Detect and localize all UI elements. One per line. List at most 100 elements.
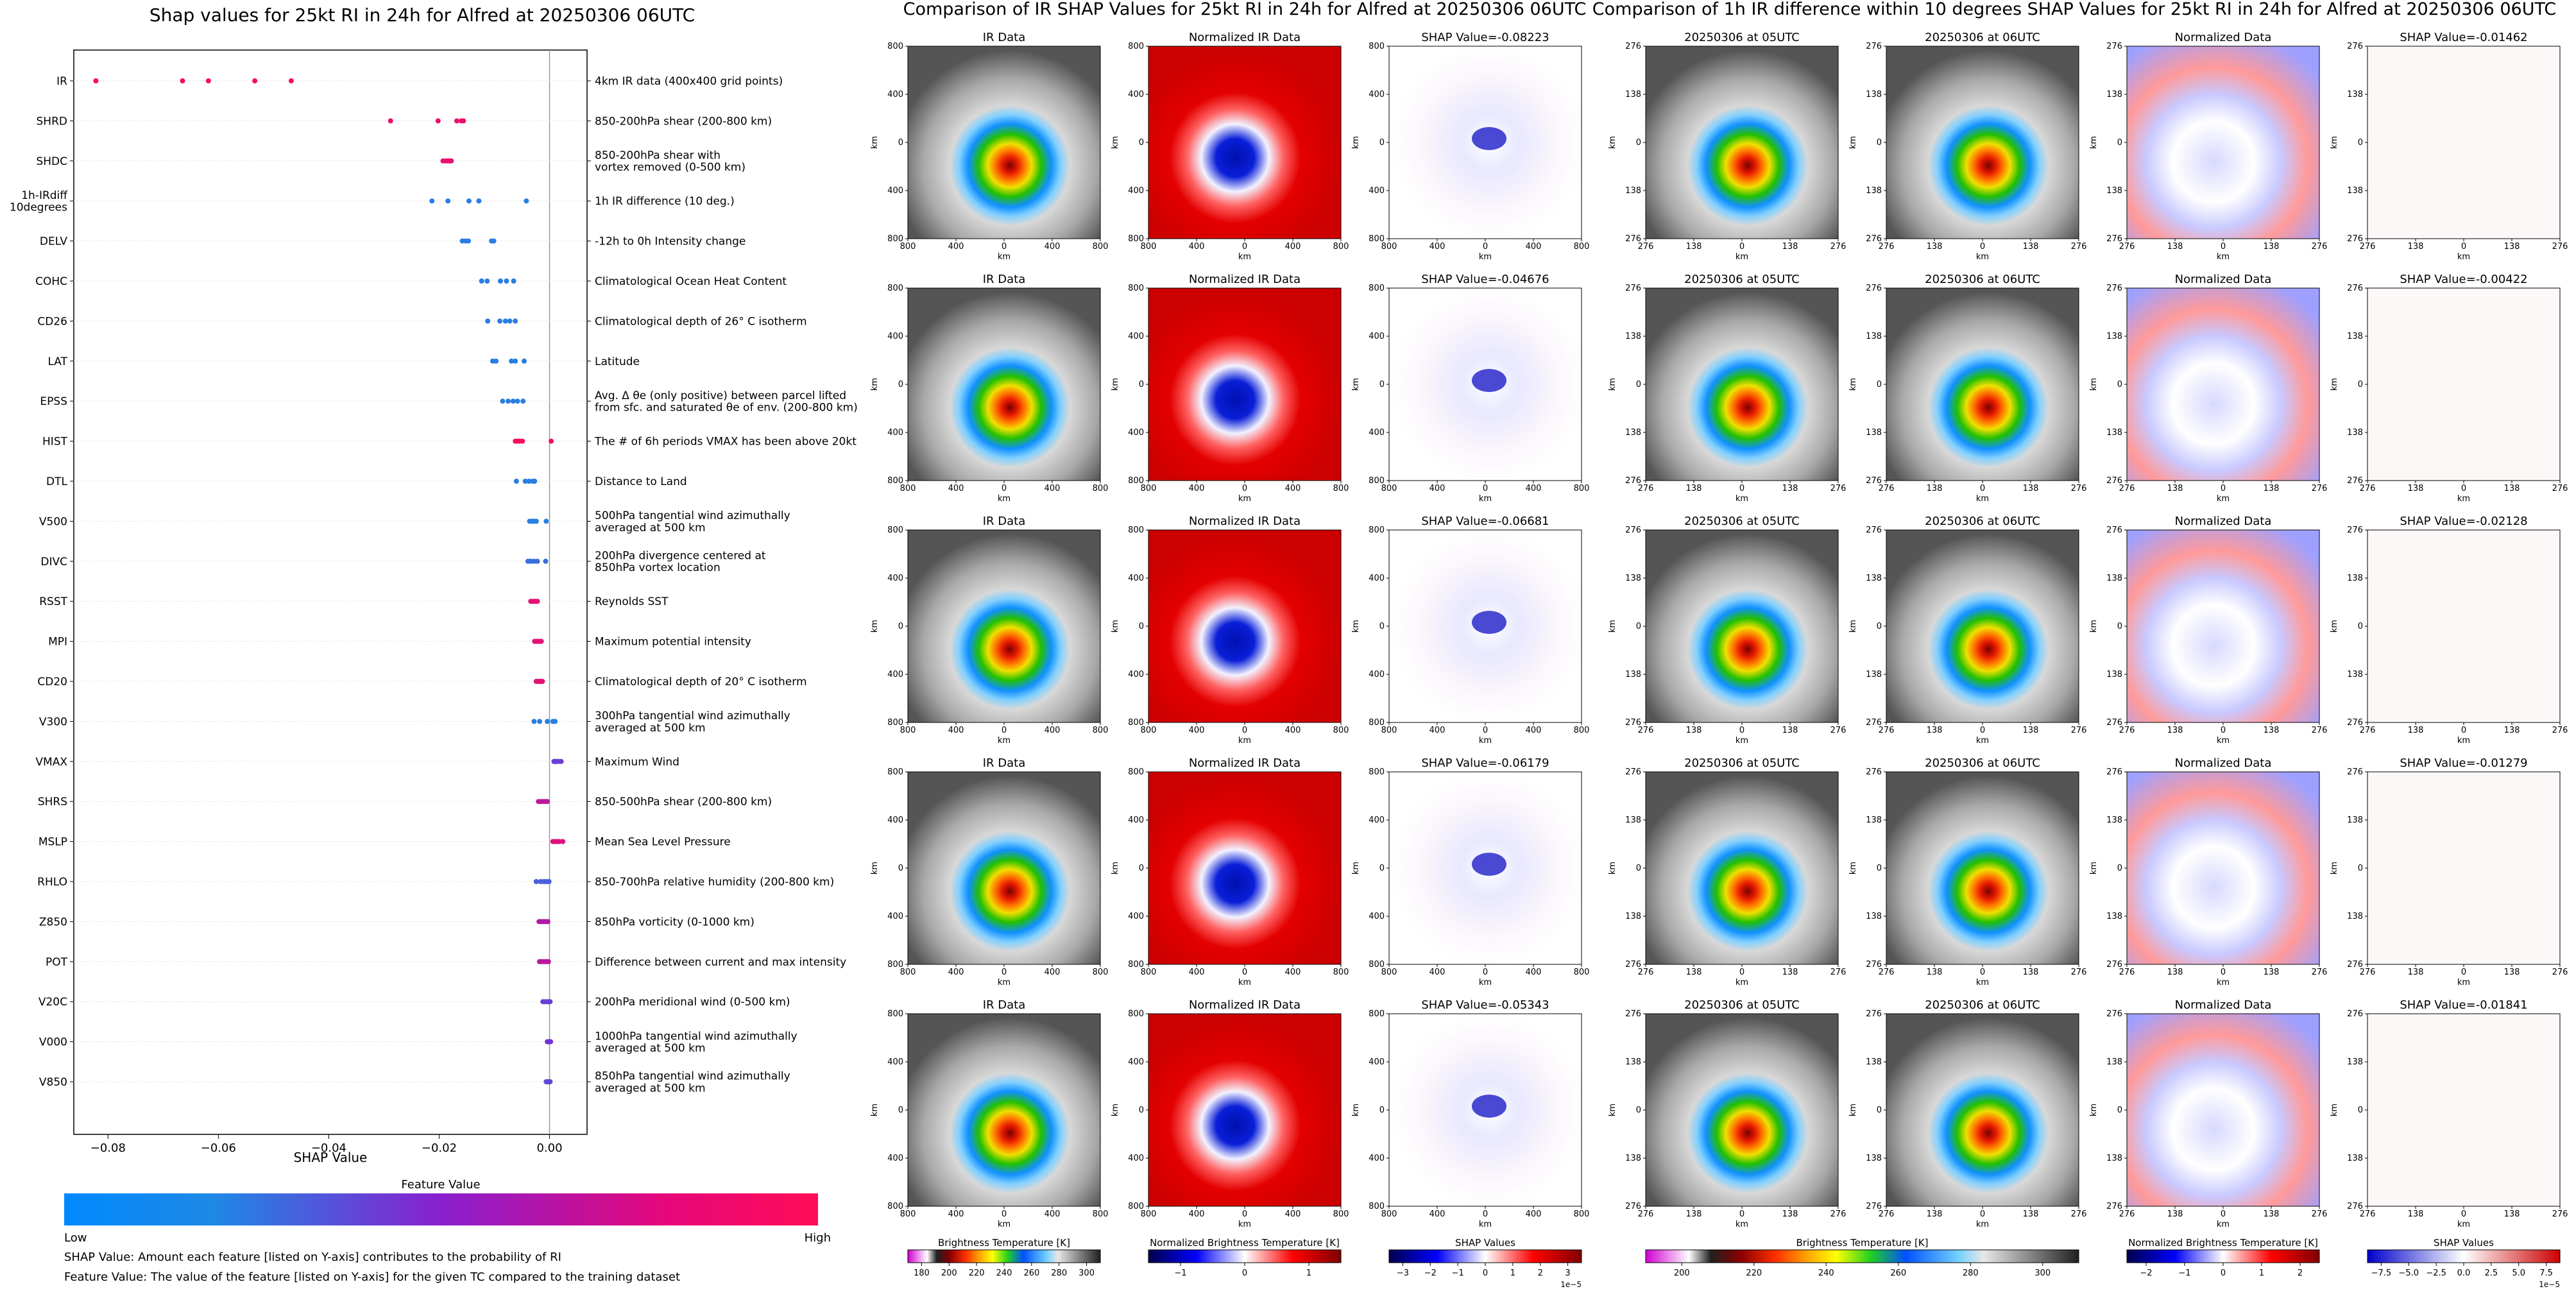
feature-description: Mean Sea Level Pressure bbox=[595, 836, 731, 849]
y-tick-label: 138 bbox=[2347, 1057, 2363, 1067]
y-tick-label: 276 bbox=[1625, 1202, 1641, 1211]
feature-description: 500hPa tangential wind azimuthally averag… bbox=[595, 509, 790, 534]
feature-description-line: averaged at 500 km bbox=[595, 722, 706, 735]
x-tick-label: 0 bbox=[2221, 726, 2226, 735]
ir-section-title: Comparison of IR SHAP Values for 25kt RI… bbox=[903, 0, 1587, 19]
shap-point bbox=[522, 359, 527, 364]
colorbar-label: Brightness Temperature [K] bbox=[1796, 1237, 1929, 1249]
y-tick-label: 400 bbox=[1128, 332, 1144, 341]
shap-point bbox=[534, 518, 539, 524]
feature-description: 850-200hPa shear (200-800 km) bbox=[595, 115, 772, 128]
feature-value-colorbar-title: Feature Value bbox=[401, 1178, 480, 1191]
shap-point bbox=[493, 359, 499, 364]
y-tick-label: 0 bbox=[1379, 864, 1385, 873]
x-tick-label: 276 bbox=[1830, 484, 1847, 493]
diff-shap-map bbox=[2367, 46, 2560, 239]
y-tick-label: 276 bbox=[1866, 42, 1882, 51]
shap-point bbox=[547, 879, 552, 884]
colorbar: SHAP Values−7.5 −5.0 −2.5 0.0 2.5 5.0 7.51e−5 bbox=[2367, 1237, 2560, 1289]
y-tick-label: 400 bbox=[1369, 1154, 1385, 1163]
y-axis-label: km bbox=[1351, 862, 1361, 875]
shap-point bbox=[546, 959, 551, 964]
panel-title: Normalized IR Data bbox=[1189, 756, 1301, 770]
y-tick-label: 400 bbox=[1128, 815, 1144, 825]
diff-shap-map bbox=[2367, 530, 2560, 722]
colorbar-tick-label: 240 bbox=[1818, 1268, 1834, 1278]
y-tick-label: 138 bbox=[1625, 428, 1641, 438]
panel-title: Normalized IR Data bbox=[1189, 273, 1301, 286]
feature-label: VMAX bbox=[35, 756, 67, 769]
y-axis-label: km bbox=[1848, 620, 1858, 633]
x-tick-label: 138 bbox=[2023, 242, 2039, 252]
image-panel: 27627613813800138138276276kmkm bbox=[1848, 1009, 2086, 1229]
image-panel: 27627613813800138138276276kmkm bbox=[2089, 42, 2327, 262]
x-tick-label: 0 bbox=[1483, 1209, 1488, 1219]
y-tick-label: 800 bbox=[887, 718, 903, 728]
y-tick-label: 800 bbox=[1369, 960, 1385, 969]
x-tick-label: 138 bbox=[1927, 726, 1943, 735]
x-tick-label: 400 bbox=[1285, 242, 1301, 252]
y-tick-label: 276 bbox=[2347, 42, 2363, 51]
y-tick-label: 400 bbox=[1128, 428, 1144, 438]
x-tick-label: 138 bbox=[2408, 484, 2424, 493]
colorbar: Brightness Temperature [K]180 200 220 240 26… bbox=[908, 1237, 1100, 1278]
y-tick-label: 800 bbox=[887, 767, 903, 777]
x-axis-label: km bbox=[1479, 736, 1492, 746]
colorbar-strip bbox=[2127, 1250, 2319, 1263]
shap-point bbox=[520, 398, 525, 404]
feature-description: 850-500hPa shear (200-800 km) bbox=[595, 796, 772, 808]
colorbar-label: Brightness Temperature [K] bbox=[938, 1237, 1070, 1249]
colorbar-tick-label: 220 bbox=[1746, 1268, 1762, 1278]
x-tick-label: 138 bbox=[2167, 726, 2183, 735]
colorbar: SHAP Values−3 −2 −1 0 1 2 31e−5 bbox=[1389, 1237, 1582, 1289]
x-tick-label: 138 bbox=[2167, 484, 2183, 493]
y-tick-label: 800 bbox=[1369, 1202, 1385, 1211]
feature-label: SHRS bbox=[38, 796, 67, 808]
x-tick-label: 400 bbox=[1526, 242, 1542, 252]
image-panel: 27627613813800138138276276kmkm bbox=[1848, 525, 2086, 746]
colorbar-tick-label: −1 bbox=[1174, 1268, 1186, 1278]
y-tick-label: 276 bbox=[2106, 767, 2122, 777]
y-tick-label: 800 bbox=[887, 476, 903, 486]
shap-point bbox=[548, 1039, 553, 1045]
y-tick-label: 800 bbox=[1128, 718, 1144, 728]
ir-image bbox=[1646, 530, 1838, 722]
x-tick-label: 800 bbox=[1574, 726, 1590, 735]
panel-title: Normalized Data bbox=[2175, 998, 2272, 1012]
x-tick-label: 800 bbox=[1093, 968, 1109, 977]
x-axis-label: km bbox=[1976, 978, 1989, 987]
y-tick-label: 0 bbox=[2358, 622, 2363, 631]
x-axis-label: km bbox=[2217, 494, 2230, 504]
y-tick-label: 0 bbox=[1139, 138, 1144, 148]
panel-title: 20250306 at 06UTC bbox=[1925, 515, 2040, 528]
y-tick-label: 400 bbox=[887, 90, 903, 99]
y-tick-label: 138 bbox=[2106, 670, 2122, 679]
x-axis-label: km bbox=[1976, 494, 1989, 504]
image-panel: 80080040040000400400800800kmkm bbox=[1351, 1009, 1589, 1229]
x-tick-label: 800 bbox=[1574, 968, 1590, 977]
feature-value-colorbar bbox=[64, 1193, 818, 1225]
panel-title: 20250306 at 06UTC bbox=[1925, 998, 2040, 1012]
x-tick-label: −0.06 bbox=[201, 1141, 236, 1155]
y-tick-label: 0 bbox=[2117, 380, 2122, 389]
shap-point bbox=[511, 278, 516, 284]
shap-point bbox=[476, 198, 481, 203]
y-tick-label: 400 bbox=[887, 574, 903, 583]
panel-title: Normalized Data bbox=[2175, 31, 2272, 44]
x-tick-label: 138 bbox=[1686, 484, 1702, 493]
x-tick-label: 138 bbox=[2264, 968, 2280, 977]
x-tick-label: 400 bbox=[1285, 726, 1301, 735]
shap-point bbox=[252, 78, 257, 83]
shap-point bbox=[436, 118, 441, 123]
y-tick-label: 400 bbox=[1369, 428, 1385, 438]
y-axis-label: km bbox=[1111, 620, 1120, 633]
y-tick-label: 0 bbox=[1379, 380, 1385, 389]
shap-point bbox=[545, 799, 550, 804]
y-tick-label: 138 bbox=[2347, 1154, 2363, 1163]
panel-title: Normalized Data bbox=[2175, 515, 2272, 528]
y-tick-label: 276 bbox=[2106, 284, 2122, 293]
x-tick-label: 400 bbox=[1285, 968, 1301, 977]
feature-description-line: 850hPa tangential wind azimuthally bbox=[595, 1070, 790, 1083]
colorbar-tick-label: 0 bbox=[1483, 1268, 1488, 1278]
